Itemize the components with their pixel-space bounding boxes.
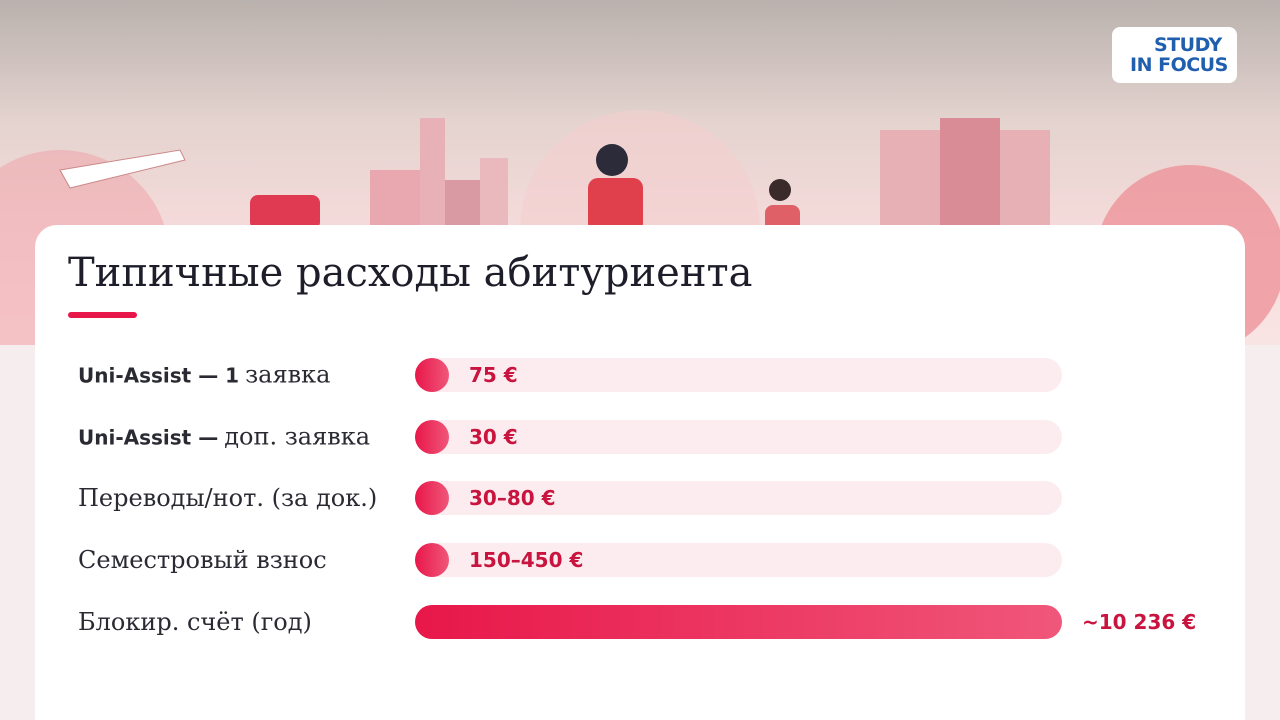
logo-line: STUDY (1154, 34, 1222, 56)
label-brand: Uni-Assist — 1 (78, 363, 240, 388)
bar-fill (415, 358, 449, 392)
cost-row: Uni-Assist — доп. заявка 30 € (35, 407, 1245, 467)
label-text: Переводы/нот. (за док.) (78, 484, 378, 512)
label-text: заявка (245, 360, 331, 389)
cost-row: Uni-Assist — 1 заявка 75 € (35, 345, 1245, 405)
bar-track (415, 605, 1062, 639)
bar-track (415, 358, 1062, 392)
bar-fill (415, 543, 449, 577)
logo-line: IN FOCUS (1130, 54, 1228, 76)
bar-track (415, 481, 1062, 515)
row-label: Блокир. счёт (год) (78, 607, 388, 637)
row-label: Переводы/нот. (за док.) (78, 483, 388, 513)
row-value: 30–80 € (469, 486, 556, 510)
bar-track (415, 543, 1062, 577)
cost-row: Семестровый взнос 150–450 € (35, 530, 1245, 590)
row-value: 150–450 € (469, 548, 584, 572)
bar-fill (415, 420, 449, 454)
row-value: 30 € (469, 425, 518, 449)
row-label: Uni-Assist — доп. заявка (78, 422, 388, 453)
label-brand: Uni-Assist — (78, 425, 219, 450)
bar-fill (415, 481, 449, 515)
label-text: Семестровый взнос (78, 546, 327, 574)
row-label: Семестровый взнос (78, 545, 388, 575)
row-value: ~10 236 € (1082, 610, 1197, 634)
row-label: Uni-Assist — 1 заявка (78, 360, 388, 391)
title-underline (68, 312, 137, 318)
bar-track (415, 420, 1062, 454)
cost-row: Переводы/нот. (за док.) 30–80 € (35, 468, 1245, 528)
cost-row: Блокир. счёт (год) ~10 236 € (35, 592, 1245, 652)
title: Типичные расходы абитуриента (68, 250, 753, 296)
row-value: 75 € (469, 363, 518, 387)
label-text: доп. заявка (224, 422, 371, 451)
card: Типичные расходы абитуриента Uni-Assist … (35, 225, 1245, 720)
bar-fill (415, 605, 1062, 639)
logo[interactable]: STUDY IN FOCUS (1112, 27, 1237, 83)
label-text: Блокир. счёт (год) (78, 608, 312, 636)
